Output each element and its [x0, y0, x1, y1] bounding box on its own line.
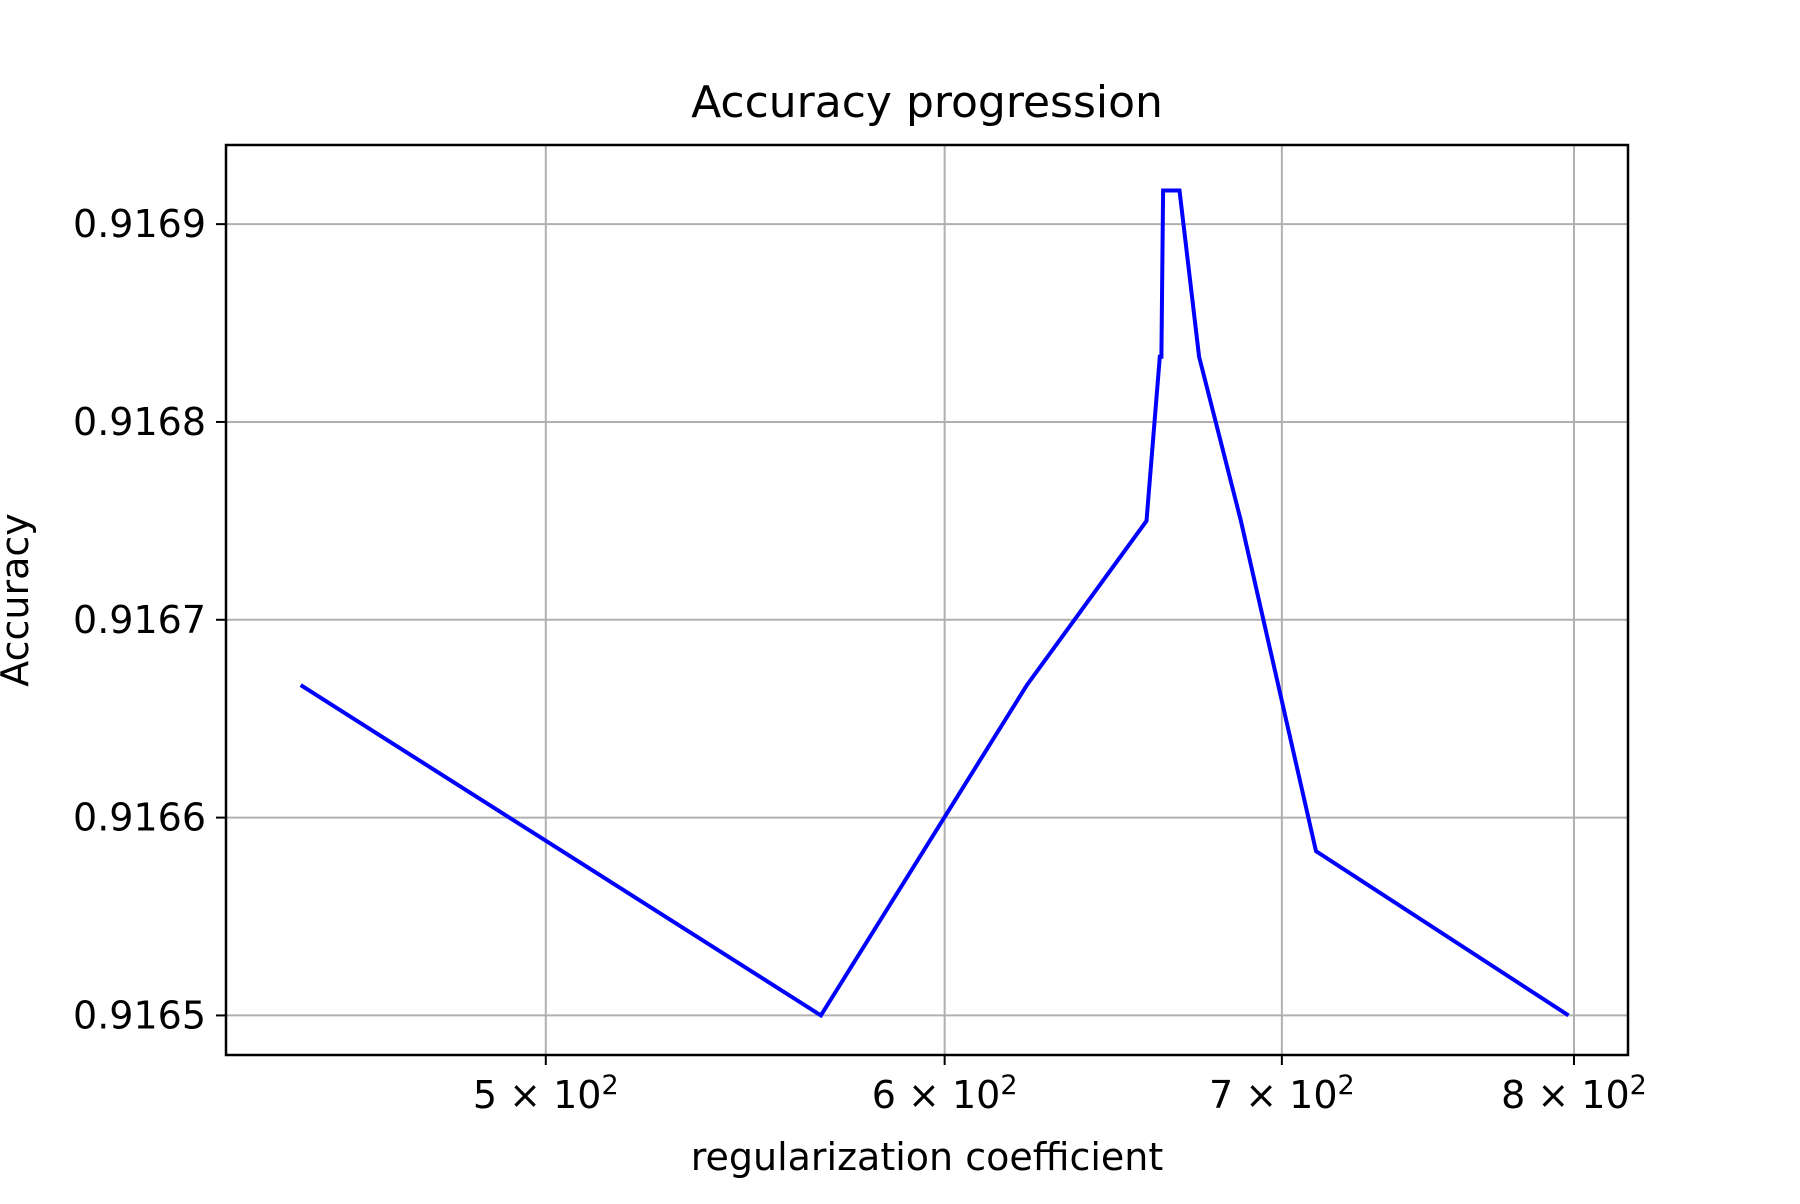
series-line-0 [299, 188, 1570, 1019]
x-tick-label-0: 5 × 102 [473, 1070, 619, 1117]
y-tick-label-4: 0.9169 [73, 202, 206, 246]
y-axis-ticks: 0.9165 0.9166 0.9167 0.9168 0.9169 [73, 202, 226, 1037]
chart-title: Accuracy progression [691, 77, 1163, 128]
y-tick-label-3: 0.9168 [73, 400, 206, 444]
y-tick-label-1: 0.9166 [73, 796, 206, 840]
y-axis-label: Accuracy [0, 513, 37, 687]
x-tick-label-1: 6 × 102 [872, 1070, 1018, 1117]
y-tick-label-2: 0.9167 [73, 598, 206, 642]
x-tick-label-2: 7 × 102 [1209, 1070, 1355, 1117]
x-axis-label: regularization coefficient [691, 1135, 1164, 1179]
grid-lines [226, 145, 1628, 1055]
plot-area-frame [224, 143, 1630, 1057]
x-tick-label-3: 8 × 102 [1501, 1070, 1647, 1117]
y-tick-label-0: 0.9165 [73, 993, 206, 1037]
x-axis-ticks: 5 × 102 6 × 102 7 × 102 8 × 102 [473, 1055, 1647, 1117]
series-lines [299, 188, 1570, 1019]
